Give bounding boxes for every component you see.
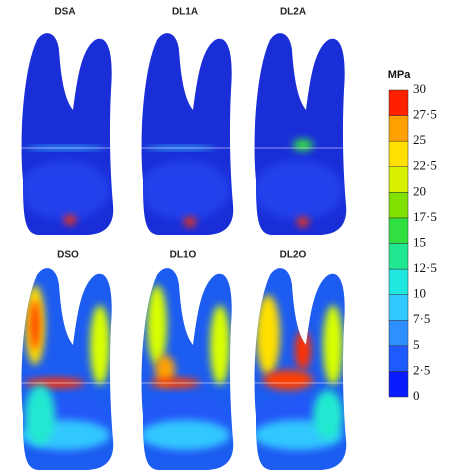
colorbar-tick-label: 7·5 <box>413 311 430 326</box>
colorbar-tick-label: 30 <box>413 81 426 96</box>
teeth: DSA DL1A DL2A DSO DL1O DL2O <box>15 7 348 470</box>
stress-region <box>323 305 343 385</box>
stress-region <box>25 385 55 445</box>
colorbar-segment <box>389 371 408 397</box>
panel-label: DSO <box>57 250 79 261</box>
colorbar-tick-label: 15 <box>413 234 426 249</box>
colorbar-segment <box>389 320 408 346</box>
colorbar-segment <box>389 116 408 142</box>
stress-region <box>140 420 230 450</box>
tooth-model <box>135 268 235 470</box>
stress-region <box>210 305 230 385</box>
colorbar-segment <box>389 90 408 116</box>
colorbar-tick-label: 20 <box>413 183 426 198</box>
colorbar-tick-label: 5 <box>413 337 420 352</box>
colorbar-tick-label: 10 <box>413 286 426 301</box>
tooth-model <box>135 33 235 235</box>
colorbar-segment <box>389 167 408 193</box>
panel-label: DL2A <box>280 7 306 18</box>
tooth-model <box>248 268 348 470</box>
colorbar-tick-label: 12·5 <box>413 260 437 275</box>
stress-region <box>184 217 196 227</box>
panel-label: DL2O <box>280 250 307 261</box>
colorbar-tick-label: 22·5 <box>413 158 437 173</box>
colorbar-unit: MPa <box>388 69 412 81</box>
tooth-model <box>15 33 115 235</box>
shade <box>253 160 343 220</box>
colorbar-tick-label: 2·5 <box>413 362 430 377</box>
colorbar-segment <box>389 346 408 372</box>
colorbar-tick-label: 25 <box>413 132 426 147</box>
stress-region <box>64 215 76 225</box>
stress-region <box>293 139 313 151</box>
stress-region <box>147 285 167 365</box>
colorbar-tick-label: 0 <box>413 388 420 403</box>
stress-region <box>30 300 40 350</box>
colorbar-segment <box>389 218 408 244</box>
panel-label: DSA <box>54 7 75 18</box>
colorbar-segment <box>389 269 408 295</box>
stress-region <box>297 217 309 227</box>
shade <box>140 160 230 220</box>
figure: DSA DL1A DL2A DSO DL1O DL2O MPa30 27·5 25 22·5 20… <box>0 0 455 472</box>
tooth-model <box>15 268 115 470</box>
colorbar-segment <box>389 141 408 167</box>
panel-label: DL1A <box>172 7 198 18</box>
stress-region <box>295 330 311 370</box>
panel-label: DL1O <box>170 250 197 261</box>
colorbar-tick-label: 27·5 <box>413 107 437 122</box>
colorbar-segment <box>389 295 408 321</box>
tooth-model <box>248 33 348 235</box>
stress-region <box>263 370 313 390</box>
colorbar-segment <box>389 244 408 270</box>
stress-region <box>313 390 343 440</box>
colorbar-segment <box>389 192 408 218</box>
shade <box>20 160 110 220</box>
colorbar-tick-label: 17·5 <box>413 209 437 224</box>
stress-region <box>256 295 280 375</box>
stress-region <box>90 305 110 385</box>
